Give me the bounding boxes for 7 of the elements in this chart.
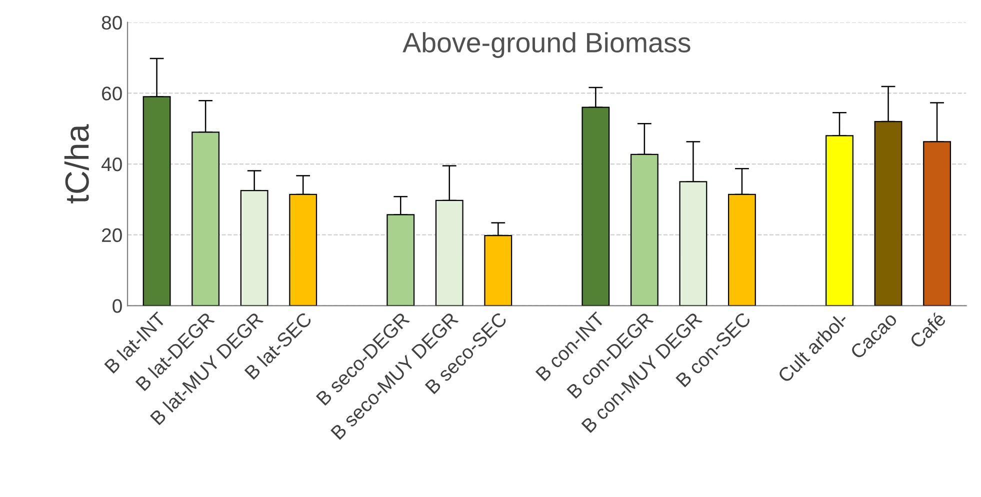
y-tick-label: 80 (102, 16, 122, 30)
y-tick-label: 40 (101, 157, 122, 172)
y-tick-label: 60 (102, 86, 122, 100)
chart-title: Above-ground Biomass (402, 32, 690, 58)
y-tick-label: 0 (112, 299, 122, 313)
y-tick-label: 20 (102, 228, 122, 242)
y-axis-title: tC/ha (64, 124, 89, 204)
